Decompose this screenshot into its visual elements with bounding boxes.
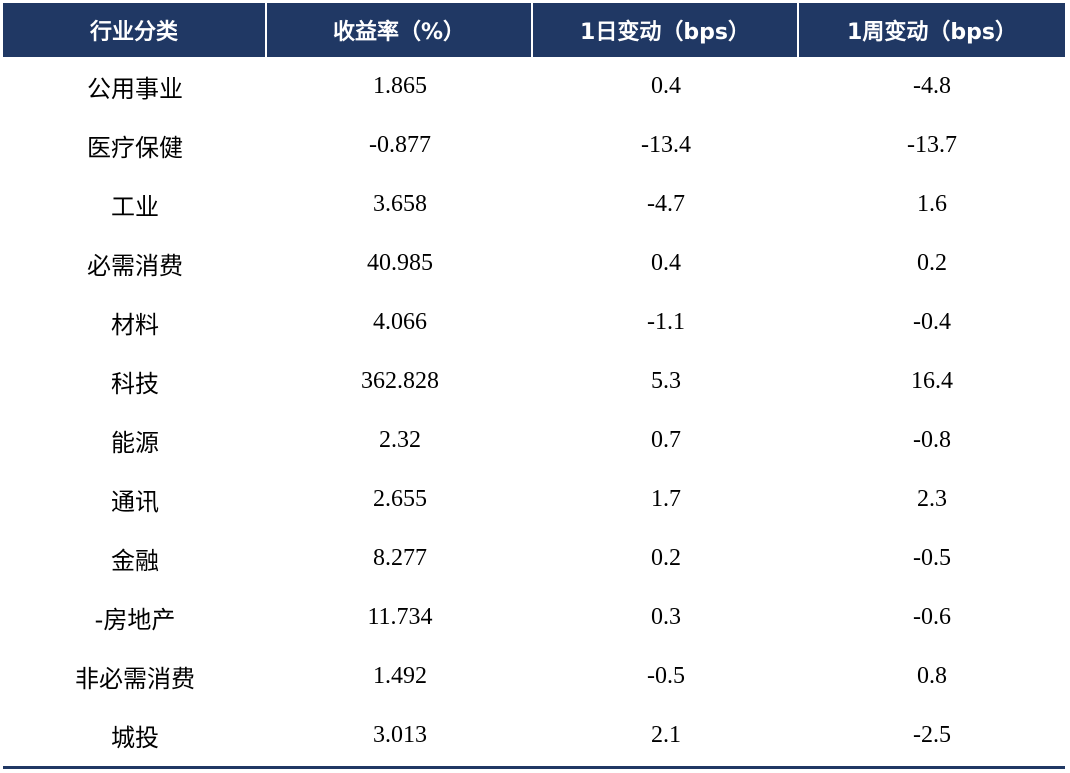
change-1w-cell: -0.6 (913, 604, 951, 630)
change-1w-cell: -0.4 (913, 309, 951, 335)
table-header: 行业分类 收益率（%） 1日变动（bps） 1周变动（bps） (3, 3, 1065, 57)
change-1d-cell: 5.3 (651, 368, 681, 394)
table-row: 能源 2.32 0.7 -0.8 (3, 411, 1065, 470)
change-1w-cell: -0.8 (913, 427, 951, 453)
header-yield: 收益率（%） (267, 3, 533, 57)
yield-cell: 11.734 (367, 604, 433, 630)
yield-cell: 3.658 (373, 191, 427, 217)
sector-cell: 城投 (111, 724, 159, 752)
sector-yield-table: 行业分类 收益率（%） 1日变动（bps） 1周变动（bps） 公用事业 1.8… (3, 3, 1065, 765)
sector-cell: 公用事业 (87, 75, 183, 103)
yield-cell: 40.985 (367, 250, 433, 276)
table-row: 非必需消费 1.492 -0.5 0.8 (3, 647, 1065, 706)
change-1d-cell: 2.1 (651, 722, 681, 748)
table-row: 城投 3.013 2.1 -2.5 (3, 706, 1065, 765)
change-1d-cell: 0.4 (651, 73, 681, 99)
sector-yield-table-container: 行业分类 收益率（%） 1日变动（bps） 1周变动（bps） 公用事业 1.8… (3, 3, 1065, 765)
change-1w-cell: 1.6 (917, 191, 947, 217)
sector-cell: 非必需消费 (75, 665, 195, 693)
yield-cell: 4.066 (373, 309, 427, 335)
yield-cell: 362.828 (361, 368, 439, 394)
sector-cell: 材料 (111, 311, 159, 339)
change-1w-cell: 16.4 (911, 368, 953, 394)
yield-cell: 3.013 (373, 722, 427, 748)
header-sector: 行业分类 (3, 3, 267, 57)
change-1w-cell: 0.2 (917, 250, 947, 276)
table-row: 材料 4.066 -1.1 -0.4 (3, 293, 1065, 352)
header-row: 行业分类 收益率（%） 1日变动（bps） 1周变动（bps） (3, 3, 1065, 57)
yield-cell: -0.877 (369, 132, 431, 158)
table-row: 科技 362.828 5.3 16.4 (3, 352, 1065, 411)
change-1d-cell: -0.5 (647, 663, 685, 689)
change-1w-cell: -2.5 (913, 722, 951, 748)
change-1w-cell: -0.5 (913, 545, 951, 571)
change-1d-cell: 0.7 (651, 427, 681, 453)
yield-cell: 2.32 (379, 427, 421, 453)
table-body: 公用事业 1.865 0.4 -4.8 医疗保健 -0.877 -13.4 -1… (3, 57, 1065, 765)
header-1d-change: 1日变动（bps） (533, 3, 799, 57)
yield-cell: 2.655 (373, 486, 427, 512)
table-row: 医疗保健 -0.877 -13.4 -13.7 (3, 116, 1065, 175)
sector-cell: 必需消费 (87, 252, 183, 280)
table-bottom-rule (3, 766, 1065, 769)
change-1w-cell: 0.8 (917, 663, 947, 689)
change-1d-cell: -1.1 (647, 309, 685, 335)
change-1w-cell: -13.7 (907, 132, 957, 158)
change-1d-cell: 1.7 (651, 486, 681, 512)
change-1w-cell: -4.8 (913, 73, 951, 99)
sector-cell: 通讯 (111, 488, 159, 516)
yield-cell: 8.277 (373, 545, 427, 571)
sector-cell: -房地产 (94, 606, 176, 634)
header-1w-change: 1周变动（bps） (799, 3, 1065, 57)
yield-cell: 1.492 (373, 663, 427, 689)
table-row: 金融 8.277 0.2 -0.5 (3, 529, 1065, 588)
table-row: -房地产 11.734 0.3 -0.6 (3, 588, 1065, 647)
sector-cell: 金融 (111, 547, 159, 575)
sector-cell: 科技 (111, 370, 159, 398)
change-1w-cell: 2.3 (917, 486, 947, 512)
change-1d-cell: -13.4 (641, 132, 691, 158)
table-row: 必需消费 40.985 0.4 0.2 (3, 234, 1065, 293)
sector-cell: 工业 (111, 193, 159, 221)
table-row: 通讯 2.655 1.7 2.3 (3, 470, 1065, 529)
change-1d-cell: 0.4 (651, 250, 681, 276)
change-1d-cell: -4.7 (647, 191, 685, 217)
sector-cell: 能源 (111, 429, 159, 457)
yield-cell: 1.865 (373, 73, 427, 99)
table-row: 工业 3.658 -4.7 1.6 (3, 175, 1065, 234)
sector-cell: 医疗保健 (87, 134, 183, 162)
table-row: 公用事业 1.865 0.4 -4.8 (3, 57, 1065, 116)
change-1d-cell: 0.2 (651, 545, 681, 571)
change-1d-cell: 0.3 (651, 604, 681, 630)
